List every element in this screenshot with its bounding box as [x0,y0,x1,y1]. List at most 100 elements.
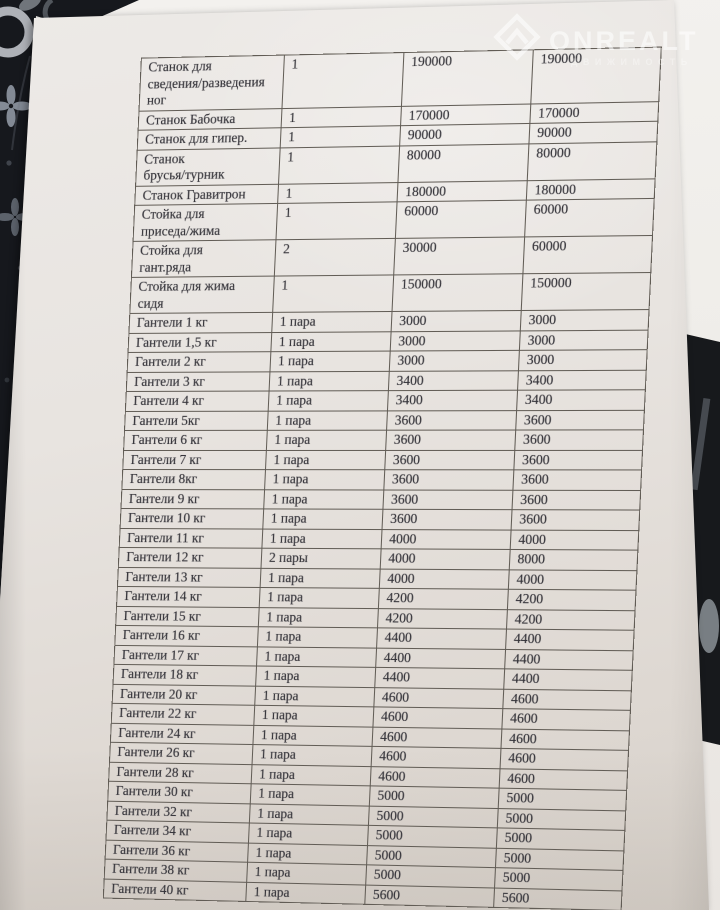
total-price-cell: 3600 [512,489,641,511]
quantity-cell: 1 пара [247,842,368,865]
item-name-cell: Гантели 10 кг [120,508,264,529]
total-price-cell: 150000 [521,272,651,311]
quantity-cell: 1 пара [246,862,367,885]
quantity-cell: 1 пара [261,528,383,549]
unit-price-cell: 4600 [371,746,501,769]
item-name-cell: Станок для гипер. [137,127,282,150]
total-price-cell: 3400 [516,389,646,411]
unit-price-cell: 5000 [366,845,497,868]
table-row: Гантели 5кг 1 пара 3600 3600 [124,409,645,431]
unit-price-cell: 190000 [401,49,534,106]
unit-price-cell: 3600 [386,410,517,431]
unit-price-cell: 5000 [369,785,500,809]
quantity-cell: 1 пара [255,666,376,688]
item-name-cell: Гантели 15 кг [115,605,260,627]
quantity-cell: 1 пара [270,331,392,352]
item-name-cell: Станок Бабочка [138,108,282,131]
unit-price-cell: 80000 [397,143,529,183]
unit-price-cell: 3600 [383,469,514,490]
quantity-cell: 1 пара [269,351,391,372]
table-row: Станок для сведения/разведения ног 1 19000… [139,47,662,111]
total-price-cell: 3400 [517,369,647,391]
unit-price-cell: 4000 [379,568,510,590]
table-row: Гантели 4 кг 1 пара 3400 3400 [125,389,646,411]
unit-price-cell: 4400 [374,667,505,689]
quantity-cell: 1 пара [257,626,378,648]
quantity-cell: 1 [281,52,404,109]
item-name-cell: Гантели 28 кг [108,761,253,784]
total-price-cell: 4000 [508,569,637,591]
total-price-cell: 4200 [507,589,636,611]
total-price-cell: 4400 [504,648,634,671]
item-name-cell: Гантели 24 кг [110,722,254,745]
quantity-cell: 1 пара [265,449,386,470]
item-name-cell: Гантели 17 кг [113,644,258,667]
total-price-cell: 3600 [515,409,645,431]
quantity-cell: 1 пара [271,311,393,333]
quantity-cell: 2 [274,238,396,277]
quantity-cell: 1 пара [266,430,387,450]
unit-price-cell: 170000 [400,103,531,126]
total-price-cell: 3000 [519,329,649,351]
item-name-cell: Гантели 16 кг [114,625,259,647]
unit-price-cell: 3000 [389,350,520,371]
unit-price-cell: 3400 [387,390,518,411]
total-price-cell: 3600 [513,449,643,470]
item-name-cell: Гантели 18 кг [113,664,257,686]
unit-price-cell: 60000 [395,200,527,239]
total-price-cell: 3600 [512,469,642,491]
table-row: Гантели 10 кг 1 пара 3600 3600 [120,508,640,531]
quantity-cell: 1 пара [269,370,390,392]
table-row: Гантели 3 кг 1 пара 3400 3400 [126,369,647,392]
unit-price-cell: 3000 [390,330,521,352]
quantity-cell: 2 пары [261,548,382,569]
unit-price-cell: 5000 [367,825,498,848]
total-price-cell: 5000 [497,808,626,831]
item-name-cell: Гантели 22 кг [111,703,255,725]
item-name-cell: Гантели 12 кг [118,547,262,568]
total-price-cell: 5000 [496,827,625,851]
total-price-cell: 60000 [522,235,653,274]
quantity-cell: 1 [275,201,398,240]
item-name-cell: Гантели 30 кг [107,781,252,804]
item-name-cell: Стойка для приседа/жима [133,203,278,242]
quantity-cell: 1 пара [259,587,380,609]
quantity-cell: 1 пара [256,646,377,668]
total-price-cell: 5000 [495,847,624,871]
item-name-cell: Гантели 1,5 кг [128,332,272,353]
total-price-cell: 80000 [527,141,657,181]
price-table: Станок для сведения/разведения ног 1 19000… [103,47,662,910]
table-row: Гантели 11 кг 1 пара 4000 4000 [119,527,639,551]
table-row: Гантели 6 кг 1 пара 3600 3600 [123,429,644,450]
quantity-cell: 1 пара [264,469,385,490]
item-name-cell: Гантели 2 кг [127,351,271,372]
item-name-cell: Гантели 7 кг [122,449,267,470]
unit-price-cell: 3600 [385,430,516,450]
quantity-cell: 1 пара [268,390,389,411]
item-name-cell: Гантели 9 кг [120,488,265,509]
quantity-cell: 1 пара [252,744,373,767]
table-row: Стойка для жима сидя 1 150000 150000 [129,272,651,314]
total-price-cell: 180000 [526,178,656,201]
price-table-body: Станок для сведения/разведения ног 1 19000… [103,47,662,910]
total-price-cell: 4600 [500,728,630,751]
item-name-cell: Гантели 8кг [121,469,266,490]
total-price-cell: 4200 [506,609,636,631]
table-row: Гантели 8кг 1 пара 3600 3600 [121,469,642,491]
item-name-cell: Гантели 5кг [124,410,269,431]
quantity-cell: 1 [278,145,400,184]
quantity-cell: 1 пара [262,508,383,530]
quantity-cell: 1 пара [248,822,369,846]
unit-price-cell: 5000 [368,805,499,828]
total-price-cell: 4600 [499,768,628,791]
unit-price-cell: 4000 [381,529,512,550]
item-name-cell: Гантели 20 кг [112,683,256,706]
total-price-cell: 190000 [530,47,662,104]
total-price-cell: 3000 [518,349,648,371]
table-row: Стойка для приседа/жима 1 60000 60000 [133,198,655,242]
item-name-cell: Станок брусья/турник [135,147,281,186]
total-price-cell: 4000 [510,529,639,551]
quantity-cell: 1 пара [250,783,371,806]
